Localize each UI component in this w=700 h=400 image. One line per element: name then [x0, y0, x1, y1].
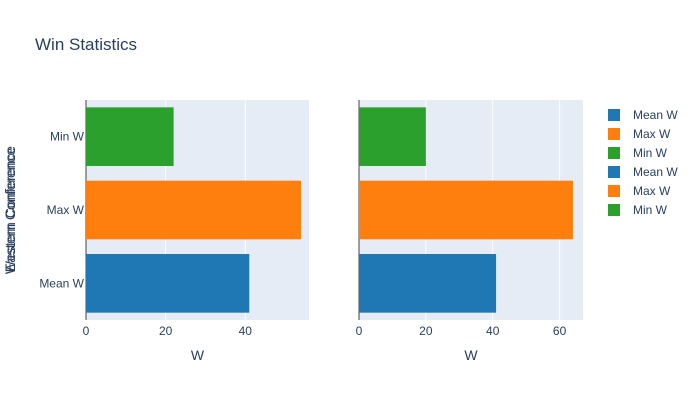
panels: 0 20 40 Mean W Max W Min W W 0 20 40 60 W Eastern Co…	[2, 100, 583, 363]
x-axis-title: W	[191, 347, 205, 363]
panel-1: 0 20 40 Mean W Max W Min W W	[39, 100, 309, 363]
legend-item[interactable]: Min W	[608, 146, 668, 160]
y-tick-label: Min W	[50, 130, 85, 144]
bar-mean-w	[86, 254, 250, 313]
x-tick-label: 40	[239, 324, 253, 338]
legend-item[interactable]: Max W	[608, 127, 671, 141]
legend-item[interactable]: Min W	[608, 203, 668, 217]
x-tick-label: 0	[356, 324, 363, 338]
legend-item[interactable]: Mean W	[608, 165, 678, 179]
legend-item[interactable]: Max W	[608, 184, 671, 198]
x-tick-label: 40	[486, 324, 500, 338]
legend-swatch	[608, 166, 620, 178]
legend-label: Min W	[633, 203, 668, 217]
y-tick-label: Max W	[47, 203, 85, 217]
y-tick-label: Mean W	[39, 276, 84, 290]
bar-max-w	[359, 180, 573, 240]
y-axis-title: Western Conference	[2, 146, 18, 274]
x-tick-label: 60	[553, 324, 567, 338]
legend-label: Max W	[633, 184, 671, 198]
x-tick-label: 0	[83, 324, 90, 338]
legend-item[interactable]: Mean W	[608, 108, 678, 122]
legend-swatch	[608, 204, 620, 216]
legend-label: Mean W	[633, 108, 678, 122]
chart-title: Win Statistics	[35, 35, 137, 54]
x-tick-label: 20	[419, 324, 433, 338]
bar-max-w	[86, 180, 302, 240]
legend-swatch	[608, 128, 620, 140]
x-tick-label: 20	[159, 324, 173, 338]
legend-swatch	[608, 109, 620, 121]
legend-label: Min W	[633, 146, 668, 160]
legend-label: Mean W	[633, 165, 678, 179]
legend-swatch	[608, 185, 620, 197]
bar-min-w	[359, 107, 426, 166]
panel-2: 0 20 40 60 W	[356, 100, 583, 363]
legend-swatch	[608, 147, 620, 159]
x-axis-title: W	[464, 347, 478, 363]
bar-min-w	[86, 107, 174, 166]
y-axis-title: Eastern Conference	[2, 148, 18, 273]
bar-mean-w	[359, 254, 497, 313]
legend: Mean W Max W Min W Mean W Max W Min W	[608, 108, 678, 217]
legend-label: Max W	[633, 127, 671, 141]
